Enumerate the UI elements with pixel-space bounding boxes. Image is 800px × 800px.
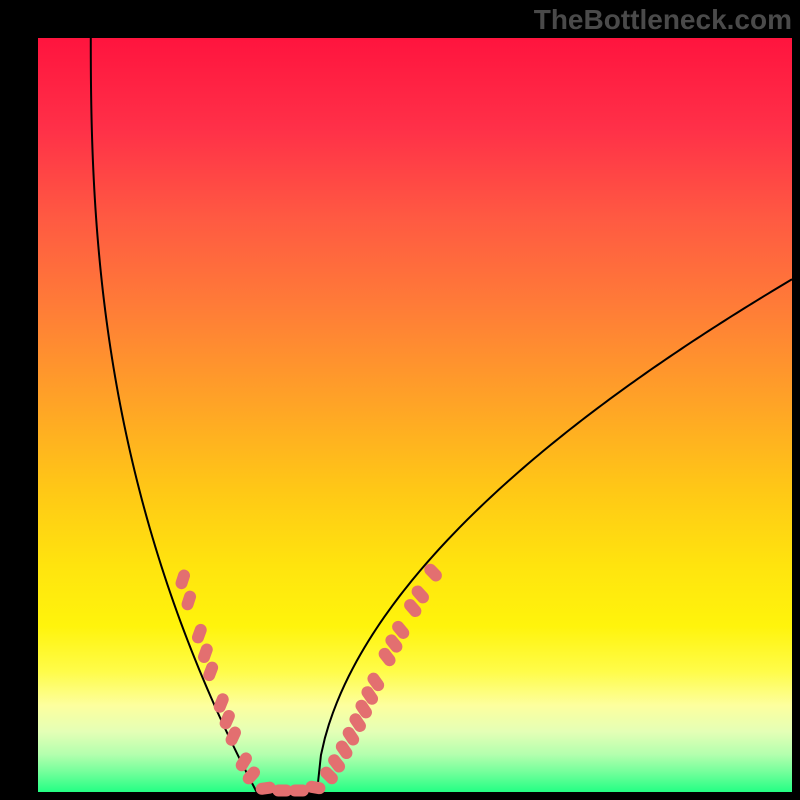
plot-svg	[0, 0, 800, 800]
watermark-text: TheBottleneck.com	[534, 4, 792, 36]
gradient-background	[38, 38, 792, 792]
chart-root: TheBottleneck.com	[0, 0, 800, 800]
